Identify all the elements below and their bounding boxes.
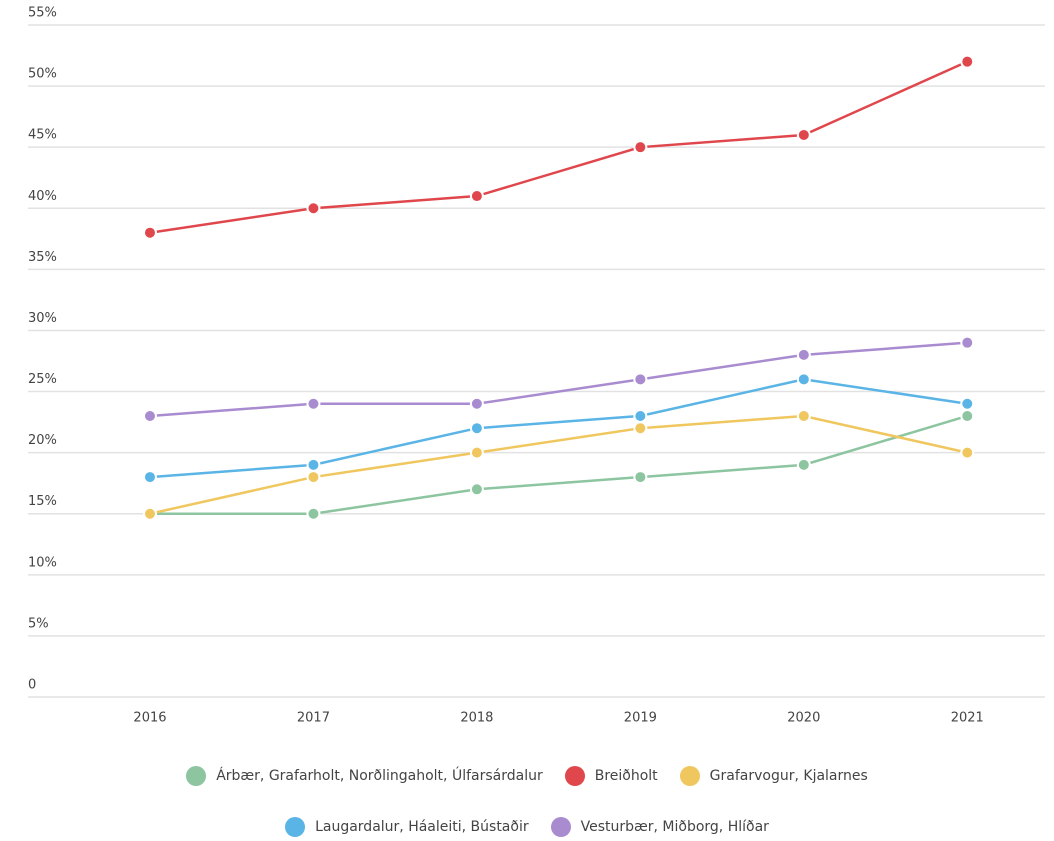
legend-row: Laugardalur, Háaleiti, Bústaðir Vesturbær…: [0, 817, 1054, 837]
data-point: [960, 396, 975, 411]
y-tick-label: 40%: [28, 189, 57, 204]
legend-swatch: [679, 766, 700, 786]
y-tick-label: 0: [28, 678, 36, 693]
y-tick-label: 55%: [28, 6, 57, 21]
data-point: [960, 335, 975, 350]
data-point: [469, 396, 484, 411]
legend-item[interactable]: Laugardalur, Háaleiti, Bústaðir: [285, 817, 529, 837]
data-point: [469, 445, 484, 460]
legend-label: Vesturbær, Miðborg, Hlíðar: [580, 819, 769, 835]
data-point: [469, 421, 484, 436]
y-tick-label: 10%: [28, 555, 57, 570]
x-tick-label: 2016: [133, 711, 166, 726]
data-point: [306, 506, 321, 521]
data-point: [796, 408, 811, 423]
series-line: [149, 378, 968, 479]
series-line: [149, 60, 968, 234]
x-tick-label: 2019: [624, 711, 657, 726]
legend-swatch: [186, 766, 207, 786]
data-point: [960, 54, 975, 69]
y-tick-label: 50%: [28, 67, 57, 82]
data-point: [306, 396, 321, 411]
data-point: [796, 347, 811, 362]
legend-item[interactable]: Vesturbær, Miðborg, Hlíðar: [550, 817, 769, 837]
legend-item[interactable]: Breiðholt: [564, 766, 658, 786]
data-point: [796, 127, 811, 142]
legend-label: Grafarvogur, Kjalarnes: [709, 768, 868, 784]
data-point: [142, 225, 157, 240]
data-point: [306, 457, 321, 472]
legend-label: Árbær, Grafarholt, Norðlingaholt, Úlfars…: [216, 768, 543, 784]
legend-label: Laugardalur, Háaleiti, Bústaðir: [315, 819, 529, 835]
data-point: [960, 408, 975, 423]
data-point: [960, 445, 975, 460]
y-tick-label: 15%: [28, 494, 57, 509]
y-tick-label: 45%: [28, 128, 57, 143]
chart: 0 5% 10% 15% 20% 25% 30% 35% 40% 45% 50% 55% 2016 201…: [28, 6, 1045, 726]
data-point: [796, 372, 811, 387]
data-point: [142, 408, 157, 423]
data-point: [306, 201, 321, 216]
series-line: [149, 414, 968, 515]
data-point: [142, 470, 157, 485]
data-point: [142, 506, 157, 521]
legend-label: Breiðholt: [594, 768, 658, 784]
y-tick-label: 5%: [28, 616, 49, 631]
y-tick-label: 30%: [28, 311, 57, 326]
data-point: [633, 421, 648, 436]
data-point: [633, 372, 648, 387]
y-tick-label: 20%: [28, 433, 57, 448]
legend-swatch: [550, 817, 571, 837]
x-tick-label: 2020: [787, 711, 820, 726]
legend-swatch: [285, 817, 306, 837]
legend-row: Árbær, Grafarholt, Norðlingaholt, Úlfars…: [0, 766, 1054, 786]
legend-item[interactable]: Grafarvogur, Kjalarnes: [679, 766, 868, 786]
data-point: [633, 470, 648, 485]
legend-item[interactable]: Árbær, Grafarholt, Norðlingaholt, Úlfars…: [186, 766, 543, 786]
series-line: [149, 414, 968, 515]
data-point: [633, 408, 648, 423]
data-point: [469, 482, 484, 497]
series-line: [149, 341, 968, 418]
legend-swatch: [564, 766, 585, 786]
x-tick-label: 2021: [951, 711, 984, 726]
y-tick-label: 35%: [28, 250, 57, 265]
y-tick-label: 25%: [28, 372, 57, 387]
data-point: [633, 140, 648, 155]
x-tick-label: 2017: [297, 711, 330, 726]
data-point: [469, 189, 484, 204]
data-point: [306, 470, 321, 485]
data-point: [796, 457, 811, 472]
x-tick-label: 2018: [460, 711, 493, 726]
